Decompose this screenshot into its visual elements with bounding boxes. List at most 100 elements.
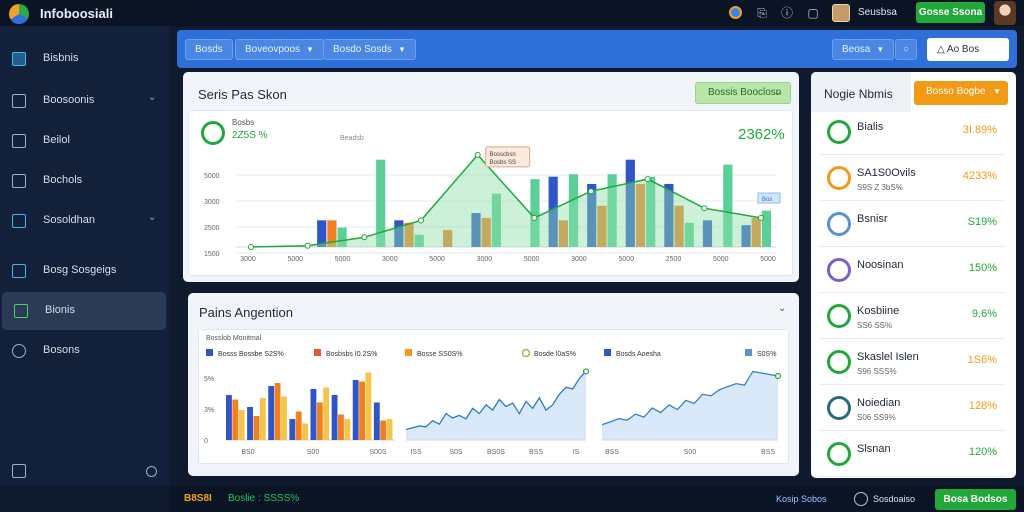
list-item[interactable]: Kosbiine 9.6% SS6 SS% [819,296,1005,339]
footer: B8S8I Boslie : SSSS% Kosip Sobos Sosdoai… [170,486,1024,512]
trend-point [701,205,708,212]
bar [317,220,327,247]
toolbar-search-label: Ao Bos [946,44,980,55]
sidebar-item-beilol[interactable]: Beilol [0,122,170,160]
list-item-name: Slsnan [857,443,891,455]
sidebar-item-label: Bionis [45,304,75,316]
x-tick-label: 5000 [524,256,540,263]
legend-swatch [604,349,611,356]
toolbar-dropdown-1[interactable]: Boveovpoos ▼ [235,39,324,60]
trend-point [531,214,538,221]
list-item-sub: SS6 SS% [857,321,893,330]
sidebar-item-bosons[interactable]: Bosons [0,332,170,370]
footer-button[interactable]: Bosa Bodsos [935,489,1016,510]
panel-title: Pains Angention [199,305,293,320]
sidebar-item-bisbnis[interactable]: Bisbnis [0,40,170,78]
list-item[interactable]: Bialis 3I.89% [819,112,1005,155]
collapse-icon[interactable] [12,464,26,478]
bar [253,416,260,440]
toolbar-button-label: Bosds [195,44,223,55]
trend-point [644,176,651,183]
list-icon [12,94,26,108]
list-item-name: SA1S0Ovils [857,167,916,179]
app-title: Infoboosiali [40,6,113,21]
top-cta-button[interactable]: Gosse Ssona [916,2,985,23]
kpi-label: Bosbs [232,118,255,127]
list-item[interactable]: Bsnisr S19% [819,204,1005,247]
area-fill [602,371,778,440]
user-name[interactable]: Seusbsa [858,7,897,18]
sidebar-item-label: Sosoldhan [43,214,95,226]
app-logo [9,4,29,24]
avatar[interactable] [994,1,1016,25]
footer-link[interactable]: Kosip Sobos [776,494,827,504]
workspace-avatar[interactable] [832,4,850,22]
bar [404,222,414,247]
y-tick-label: 3000 [204,199,220,206]
bookmark-icon[interactable]: ▢ [807,6,819,20]
bar [741,225,751,247]
bar [635,183,646,247]
bar [597,205,607,247]
bar [587,183,597,247]
bar [247,407,253,440]
status-ring-icon [827,350,851,374]
toolbar: Bosds Boveovpoos ▼ Bosdo Sosds ▼ Beosa ▼ ○ … [177,30,1017,68]
sidebar-item-label: Bisbnis [43,52,79,64]
chevron-down-icon: ⌄ [148,212,157,223]
trend-point [304,242,311,249]
toolbar-dropdown-3[interactable]: Beosa ▼ [832,39,895,60]
list-item-name: Bsnisr [857,213,888,225]
legend-swatch [405,349,412,356]
chevron-down-icon: ▼ [306,45,314,54]
dashboard-icon [12,52,26,66]
list-item[interactable]: Noosinan 150% [819,250,1005,293]
chevron-down-icon[interactable]: ⌄ [778,303,787,314]
chart-caption: Beadsb [340,135,364,142]
footer-status: Boslie : SSSS% [228,493,300,504]
toolbar-dropdown-2[interactable]: Bosdo Sosds ▼ [323,39,416,60]
help-icon[interactable]: ⓘ [780,6,793,20]
toolbar-search-box[interactable]: △ Ao Bos [927,38,1009,61]
refresh-icon[interactable]: ○ [895,39,917,60]
filter-dropdown[interactable]: Bossis Booclosn ⌄ [695,82,791,104]
top-bar: Infoboosiali ⎘ ⓘ ▢ Seusbsa Gosse Ssona [0,0,1024,26]
bar [310,389,317,440]
list-item-name: Skaslel Islen [857,351,919,363]
dropdown-label: Bosso Bogbe [926,86,986,97]
x-tick-label: BS0 [241,449,254,456]
footer-user[interactable]: Sosdoaiso [873,494,916,504]
sidebar-item-sosoldhan[interactable]: Sosoldhan ⌄ [0,202,170,240]
list-item-value: S19% [967,216,997,228]
toolbar-button-label: Beosa [842,44,871,55]
list-item-value: 9.6% [971,308,997,320]
status-ring-icon [827,304,851,328]
sidebar-item-bosg-sosgeigs[interactable]: Bosg Sosgeigs [0,252,170,290]
legend-swatch [314,349,321,356]
list-item[interactable]: Noiedian 128% S06 SS9% [819,388,1005,431]
sidebar-item-boosoonis[interactable]: Boosoonis ⌄ [0,82,170,120]
list-item[interactable]: SA1S0Ovils 4233% S9S Z 3bS% [819,158,1005,201]
bar [751,217,761,247]
share-icon[interactable]: ⎘ [757,6,767,20]
bar [268,386,275,440]
bar [530,179,540,247]
panel-title: Seris Pas Skon [198,87,287,102]
bar [443,230,453,247]
list-item[interactable]: Skaslel Islen 1S6% S96 SSS% [819,342,1005,385]
list-item-value: 3I.89% [962,124,997,136]
chart-icon [12,264,26,278]
y-tick-label: 5000 [204,173,220,180]
sidebar-item-bionis[interactable]: Bionis [2,292,166,330]
area-line [601,370,779,426]
theme-icon[interactable] [146,466,157,477]
bar [327,220,337,247]
sidebar-item-bochols[interactable]: Bochols [0,162,170,200]
list-item[interactable]: Slsnan 120% [819,434,1005,477]
lower-caption: Bosslob Monitmal [206,335,262,342]
notification-icon[interactable] [729,6,742,19]
x-tick-label: 5000 [760,256,776,263]
toolbar-button-1[interactable]: Bosds [185,39,233,60]
right-dropdown[interactable]: Bosso Bogbe ▼ [914,81,1008,105]
sidebar-item-label: Bosg Sosgeigs [43,264,117,276]
